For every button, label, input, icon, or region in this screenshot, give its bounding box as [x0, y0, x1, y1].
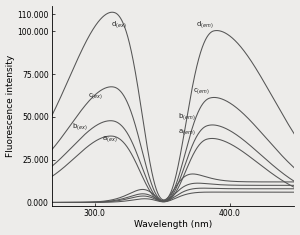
Text: a$_{(em)}$: a$_{(em)}$ — [178, 128, 196, 137]
X-axis label: Wavelength (nm): Wavelength (nm) — [134, 220, 212, 229]
Text: b$_{(em)}$: b$_{(em)}$ — [178, 111, 196, 122]
Text: d$_{(em)}$: d$_{(em)}$ — [196, 19, 214, 30]
Text: c$_{(ex)}$: c$_{(ex)}$ — [88, 92, 103, 102]
Text: a$_{(ex)}$: a$_{(ex)}$ — [101, 134, 117, 144]
Text: b$_{(ex)}$: b$_{(ex)}$ — [72, 121, 88, 132]
Text: c$_{(em)}$: c$_{(em)}$ — [193, 86, 210, 96]
Text: d$_{(ex)}$: d$_{(ex)}$ — [111, 19, 127, 30]
Y-axis label: Fluorescence intensity: Fluorescence intensity — [6, 55, 15, 157]
